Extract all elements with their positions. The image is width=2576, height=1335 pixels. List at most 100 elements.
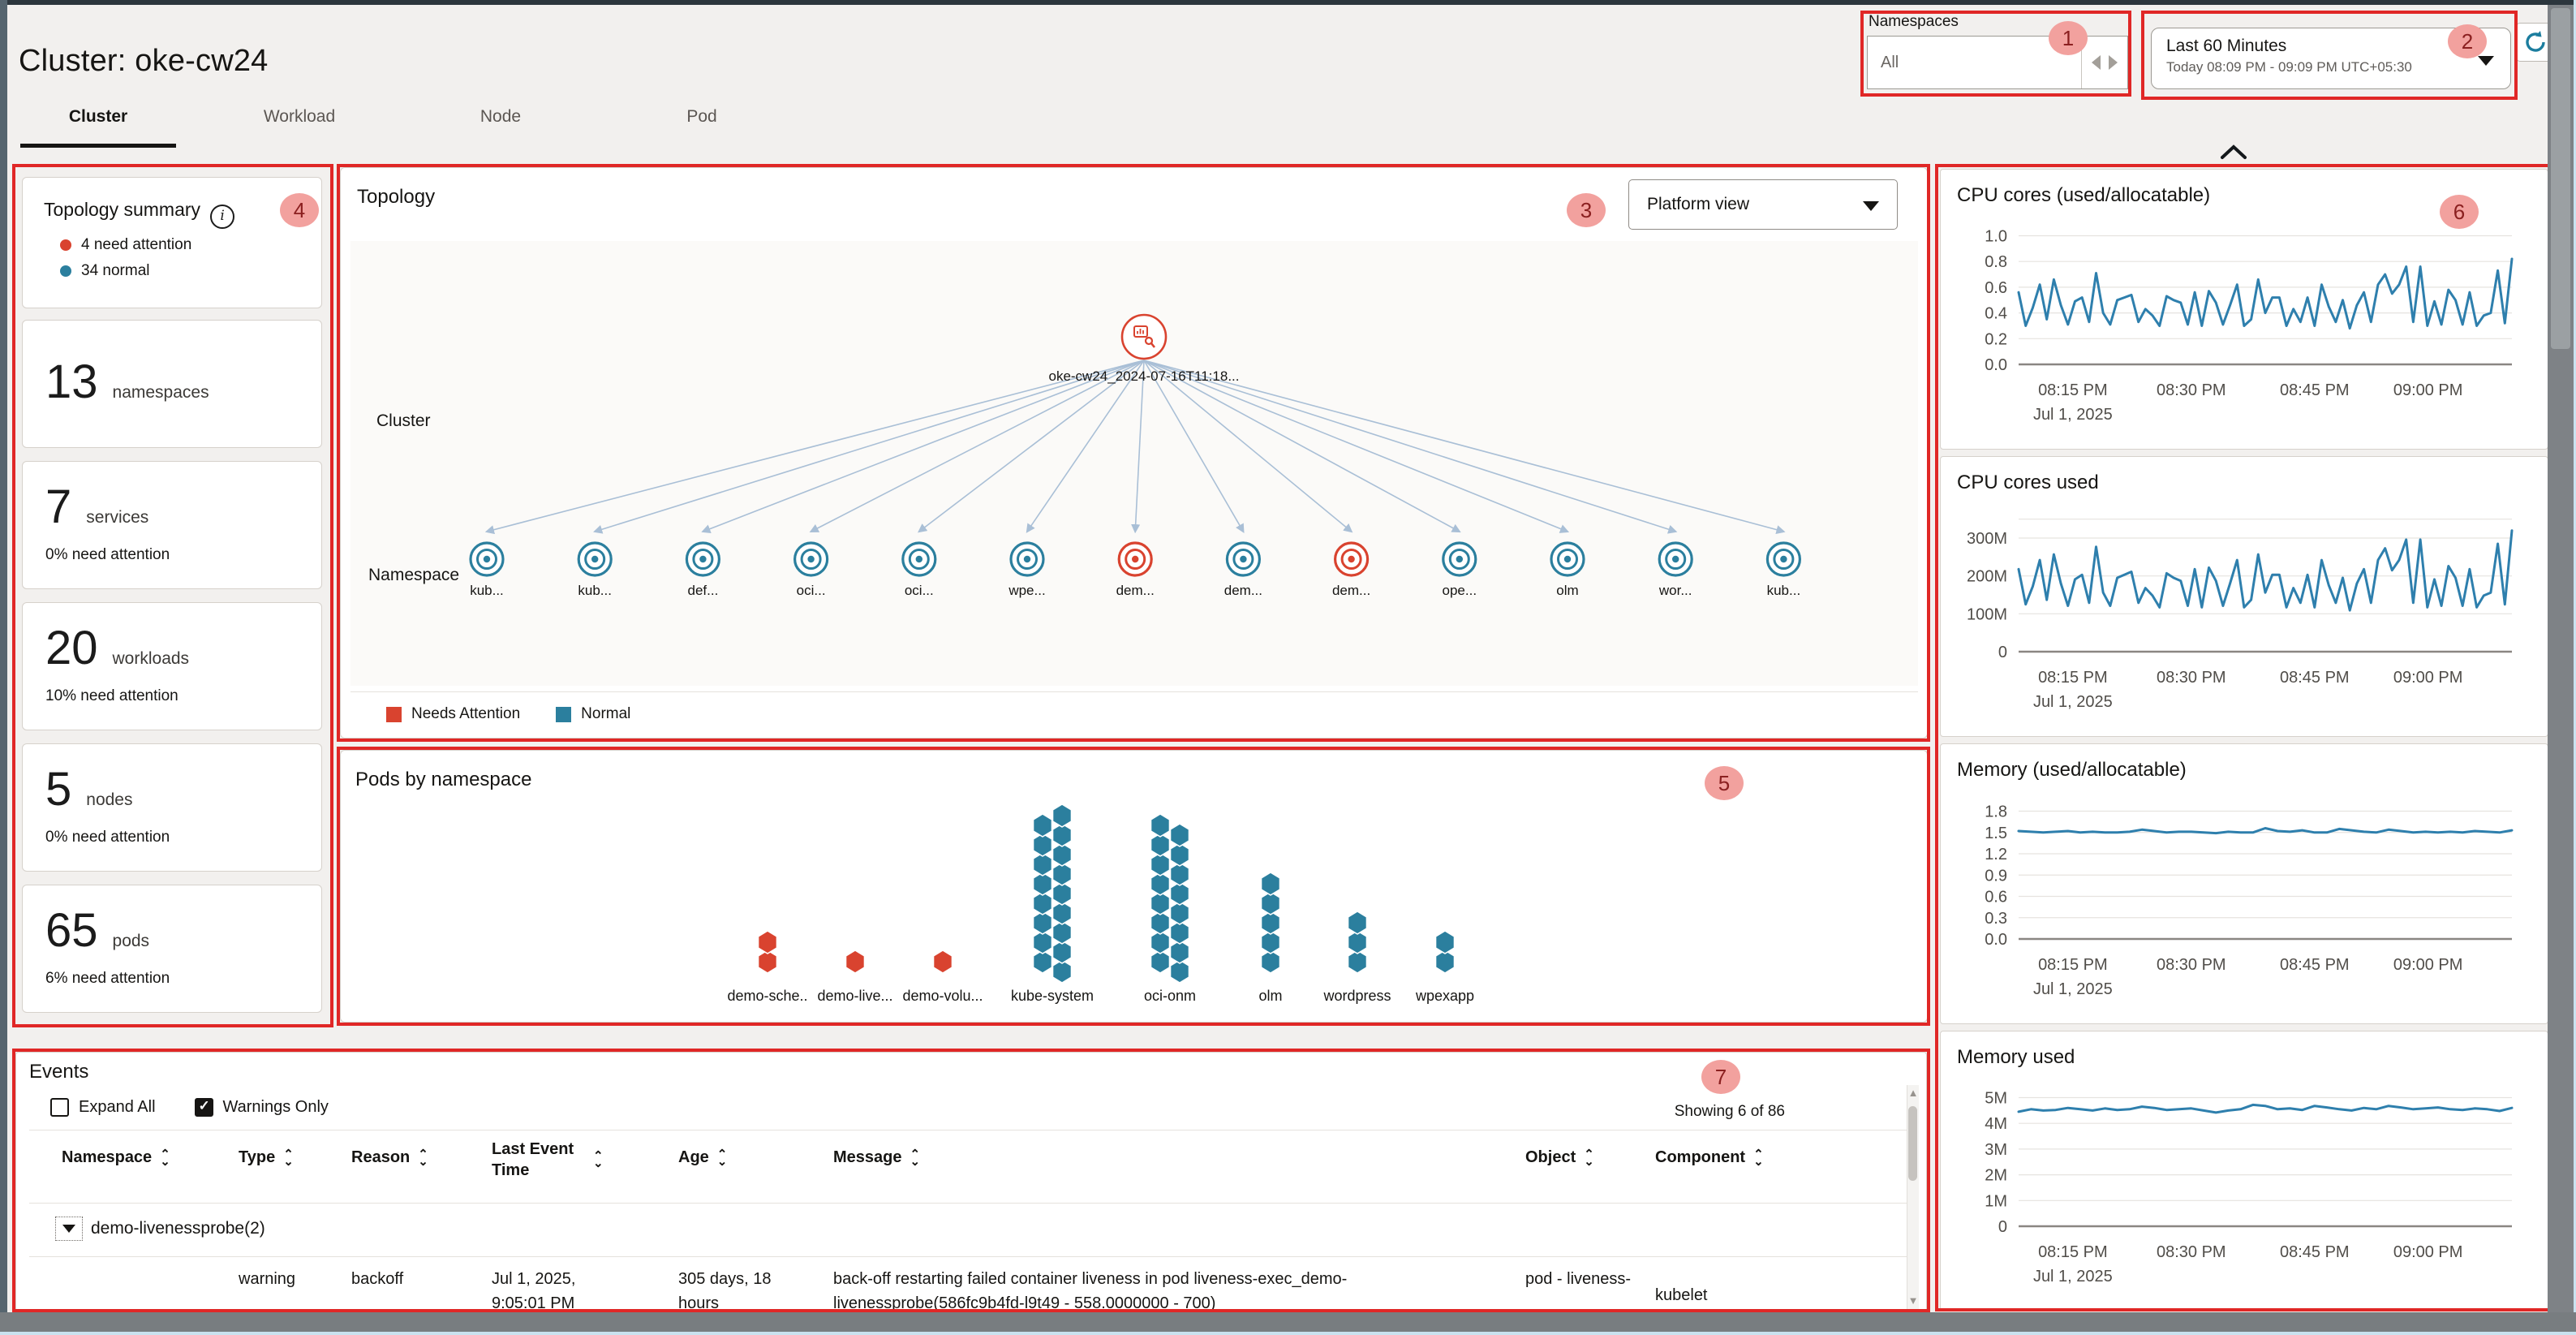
topology-canvas: oke-cw24_2024-07-16T11:18... kub... kub...… xyxy=(350,241,1918,686)
svg-text:wpe...: wpe... xyxy=(1008,583,1045,598)
svg-text:oci-onm: oci-onm xyxy=(1144,988,1196,1004)
info-icon[interactable]: i xyxy=(210,205,235,229)
expand-all-checkbox[interactable] xyxy=(50,1098,69,1117)
namespaces-combobox[interactable]: All xyxy=(1867,36,2128,89)
stat-card-pods[interactable]: 65 pods 6% need attention xyxy=(22,885,322,1013)
cpu-used-line-chart[interactable]: 300M 200M 100M 0 08:15 PM 08:30 PM 08:45 PM 09:… xyxy=(1944,502,2543,733)
chart-card-cpu-used: CPU cores used 300M 200M 100M 0 08:15 PM 08:3… xyxy=(1940,456,2548,737)
sort-icon[interactable]: ⌃ ⌄ xyxy=(160,1147,170,1169)
scroll-up-icon[interactable]: ▲ xyxy=(1907,1087,1919,1099)
svg-text:200M: 200M xyxy=(1967,568,2007,586)
scroll-down-icon[interactable]: ▼ xyxy=(1907,1294,1919,1307)
col-header-namespace[interactable]: Namespace ⌃ ⌄ xyxy=(62,1147,170,1169)
memory-used-line-chart[interactable]: 5M 4M 3M 2M 1M 0 08:15 PM 08:30 PM 08:45 PM 09:00… xyxy=(1944,1077,2543,1307)
collapse-metrics-chevron-icon[interactable] xyxy=(2216,141,2251,162)
svg-text:demo-sche..: demo-sche.. xyxy=(727,988,807,1004)
page-left-icon[interactable] xyxy=(2092,55,2101,70)
chart-card-memory-ratio: Memory (used/allocatable) 1.8 1.5 1.2 0.9 0.… xyxy=(1940,743,2548,1024)
page-vertical-scrollbar-thumb[interactable] xyxy=(2551,8,2570,349)
time-range-detail: Today 08:09 PM - 09:09 PM UTC+05:30 xyxy=(2166,59,2412,75)
svg-text:08:30 PM: 08:30 PM xyxy=(2157,669,2226,687)
svg-text:0: 0 xyxy=(1998,644,2007,661)
col-header-message[interactable]: Message ⌃ ⌄ xyxy=(833,1147,921,1169)
namespace-node-icon xyxy=(1117,541,1153,577)
chart-title: CPU cores used xyxy=(1957,472,2099,493)
sort-icon[interactable]: ⌃ ⌄ xyxy=(283,1147,294,1169)
cpu-ratio-line-chart[interactable]: 1.0 0.8 0.6 0.4 0.2 0.0 08:15 PM 08:30 PM 08:45 … xyxy=(1944,215,2543,446)
svg-text:0.6: 0.6 xyxy=(1985,279,2007,297)
stat-card-services[interactable]: 7 services 0% need attention xyxy=(22,461,322,589)
svg-text:0.0: 0.0 xyxy=(1985,356,2007,374)
event-cell-object: pod - liveness- xyxy=(1525,1270,1632,1288)
col-header-type[interactable]: Type ⌃ ⌄ xyxy=(239,1147,294,1169)
memory-ratio-line-chart[interactable]: 1.8 1.5 1.2 0.9 0.6 0.3 0.0 08:15 PM 08:30 PM 08:… xyxy=(1944,790,2543,1020)
pods-hex-chart[interactable]: demo-sche.. demo-live... demo-volu... kube-… xyxy=(341,798,1929,1017)
svg-text:08:45 PM: 08:45 PM xyxy=(2280,669,2350,687)
workloads-count-label: workloads xyxy=(112,649,190,668)
col-header-object[interactable]: Object ⌃ ⌄ xyxy=(1525,1147,1594,1169)
pods-panel-title: Pods by namespace xyxy=(355,769,532,790)
svg-text:08:15 PM: 08:15 PM xyxy=(2038,669,2108,687)
window-left-edge xyxy=(0,0,7,1335)
events-showing-count: Showing 6 of 86 xyxy=(1674,1103,1785,1120)
events-controls: Expand All Warnings Only xyxy=(50,1098,329,1117)
tab-node[interactable]: Node xyxy=(480,107,522,126)
svg-text:0.8: 0.8 xyxy=(1985,253,2007,271)
events-scrollbar[interactable]: ▲ ▼ xyxy=(1907,1085,1919,1311)
stat-card-nodes[interactable]: 5 nodes 0% need attention xyxy=(22,743,322,872)
page-right-icon[interactable] xyxy=(2109,55,2118,70)
event-cell-age: 305 days, 18 hours xyxy=(678,1270,772,1311)
chevron-down-icon xyxy=(2478,56,2494,66)
time-range-selector[interactable]: Last 60 Minutes Today 08:09 PM - 09:09 P… xyxy=(2151,28,2511,89)
svg-text:kub...: kub... xyxy=(1767,583,1801,598)
col-header-reason[interactable]: Reason ⌃ ⌄ xyxy=(351,1147,428,1169)
attention-dot-icon xyxy=(60,239,71,251)
warnings-only-checkbox[interactable] xyxy=(194,1098,213,1117)
namespace-node-icon xyxy=(577,541,613,577)
refresh-button[interactable] xyxy=(2516,23,2548,62)
sort-icon[interactable]: ⌃ ⌄ xyxy=(1584,1147,1594,1169)
svg-text:09:00 PM: 09:00 PM xyxy=(2393,1243,2463,1261)
svg-text:1.5: 1.5 xyxy=(1985,825,2007,842)
sort-icon[interactable]: ⌃ ⌄ xyxy=(593,1149,604,1170)
pods-count-label: pods xyxy=(112,932,150,950)
col-header-age[interactable]: Age ⌃ ⌄ xyxy=(678,1147,728,1169)
namespaces-count: 13 xyxy=(45,355,98,408)
svg-text:kube-system: kube-system xyxy=(1011,988,1094,1004)
svg-text:100M: 100M xyxy=(1967,605,2007,623)
sort-icon[interactable]: ⌃ ⌄ xyxy=(1753,1147,1764,1169)
svg-text:0.3: 0.3 xyxy=(1985,910,2007,928)
refresh-icon xyxy=(2526,31,2545,52)
window-bottom-edge xyxy=(0,1312,2576,1332)
event-cell-type: warning xyxy=(239,1270,296,1288)
topology-view-select[interactable]: Platform view xyxy=(1628,179,1898,230)
topology-legend: Needs Attention Normal xyxy=(386,705,666,723)
svg-text:08:15 PM: 08:15 PM xyxy=(2038,956,2108,974)
sort-icon[interactable]: ⌃ ⌄ xyxy=(418,1147,428,1169)
event-group-label[interactable]: demo-livenessprobe(2) xyxy=(91,1219,265,1238)
namespace-node-icon xyxy=(1333,541,1370,577)
events-scrollbar-thumb[interactable] xyxy=(1908,1106,1917,1181)
col-header-component[interactable]: Component ⌃ ⌄ xyxy=(1655,1147,1764,1169)
sort-icon[interactable]: ⌃ ⌄ xyxy=(716,1147,728,1169)
svg-text:08:45 PM: 08:45 PM xyxy=(2280,1243,2350,1261)
tab-workload[interactable]: Workload xyxy=(263,107,336,126)
group-expander-button[interactable] xyxy=(55,1217,83,1241)
svg-text:08:15 PM: 08:15 PM xyxy=(2038,1243,2108,1261)
stat-card-workloads[interactable]: 20 workloads 10% need attention xyxy=(22,602,322,730)
col-header-last-event-time[interactable]: Last Event Time ⌃ ⌄ xyxy=(492,1140,604,1179)
pods-by-namespace-panel: Pods by namespace demo-sche.. demo-live..… xyxy=(340,750,1928,1023)
topology-summary-card: Topology summary i 4 need attention 34 no… xyxy=(22,177,322,308)
nodes-count: 5 xyxy=(45,763,72,816)
svg-text:3M: 3M xyxy=(1985,1141,2007,1159)
svg-text:1M: 1M xyxy=(1985,1192,2007,1210)
chart-title: Memory (used/allocatable) xyxy=(1957,759,2187,781)
namespace-node-icon xyxy=(1442,541,1477,577)
sort-icon[interactable]: ⌃ ⌄ xyxy=(910,1147,921,1169)
tab-pod[interactable]: Pod xyxy=(686,107,717,126)
topology-panel-title: Topology xyxy=(357,186,436,208)
tab-cluster[interactable]: Cluster xyxy=(20,107,176,148)
topology-row-label-namespace: Namespace xyxy=(368,566,460,584)
stat-card-namespaces[interactable]: 13 namespaces xyxy=(22,320,322,448)
topology-graph[interactable]: oke-cw24_2024-07-16T11:18... kub... kub...… xyxy=(350,241,1918,686)
